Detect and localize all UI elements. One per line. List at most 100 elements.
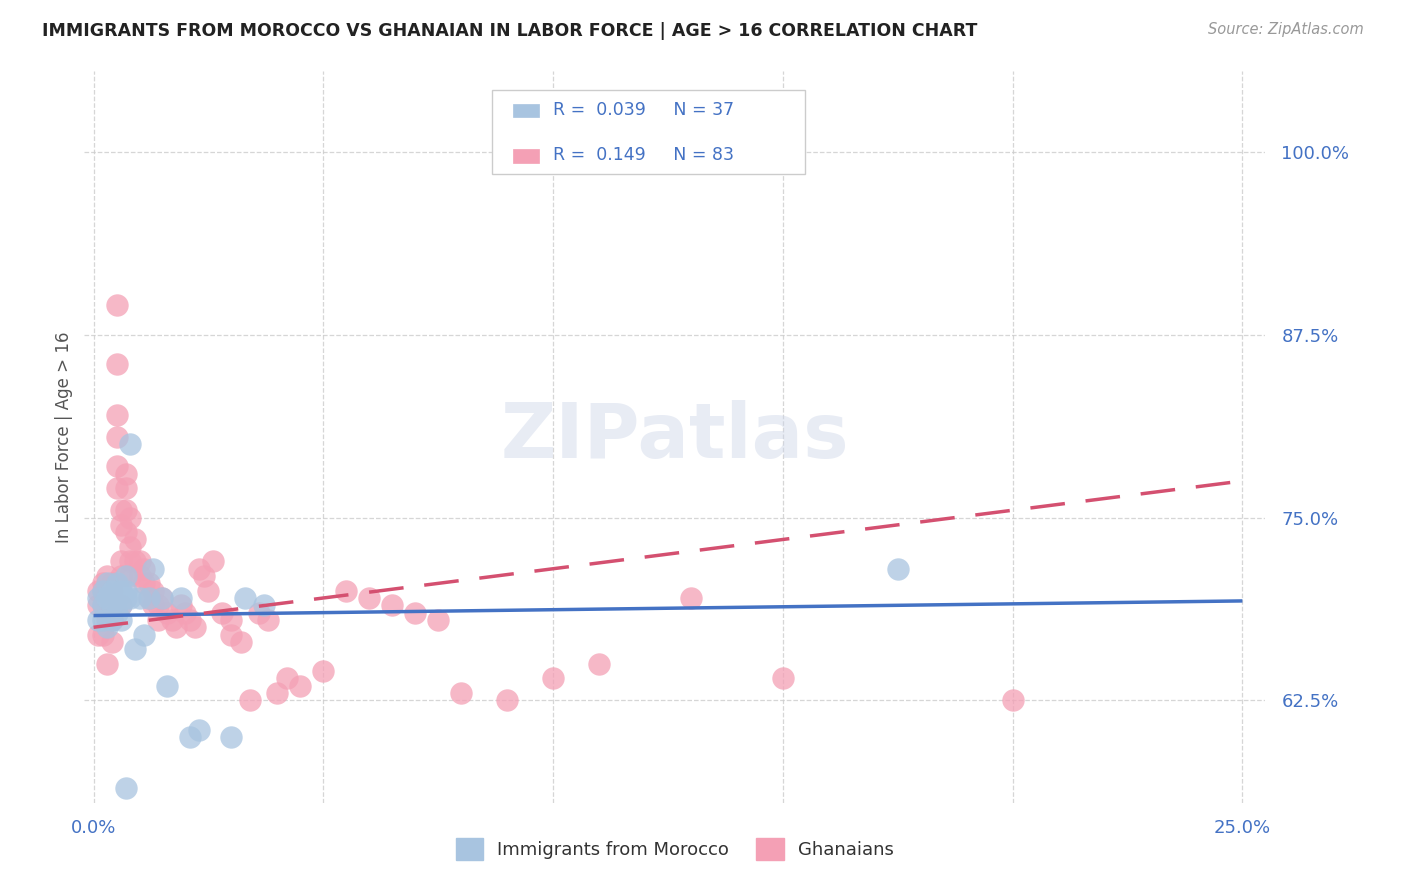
Point	[120, 437, 142, 451]
Point	[96, 591, 118, 605]
Point	[276, 672, 298, 686]
Point	[87, 599, 110, 613]
Point	[96, 657, 118, 671]
Point	[120, 591, 142, 605]
Point	[101, 613, 124, 627]
Point	[105, 459, 128, 474]
Point	[170, 591, 193, 605]
Point	[114, 781, 136, 796]
Point	[359, 591, 381, 605]
Point	[114, 591, 136, 605]
Point	[290, 679, 312, 693]
Point	[124, 554, 146, 568]
Y-axis label: In Labor Force | Age > 16: In Labor Force | Age > 16	[55, 331, 73, 543]
Point	[91, 599, 114, 613]
FancyBboxPatch shape	[513, 103, 538, 118]
Point	[146, 613, 169, 627]
Point	[114, 583, 136, 598]
Point	[120, 540, 142, 554]
Point	[91, 576, 114, 591]
Point	[114, 503, 136, 517]
Point	[87, 583, 110, 598]
Point	[188, 562, 211, 576]
Point	[96, 599, 118, 613]
Point	[193, 569, 215, 583]
Point	[221, 627, 243, 641]
Text: R =  0.149     N = 83: R = 0.149 N = 83	[553, 146, 734, 164]
Point	[96, 613, 118, 627]
Point	[96, 620, 118, 634]
Point	[105, 408, 128, 422]
Point	[221, 730, 243, 744]
Point	[101, 613, 124, 627]
Point	[96, 576, 118, 591]
Point	[120, 569, 142, 583]
Point	[101, 599, 124, 613]
Point	[91, 583, 114, 598]
Point	[105, 606, 128, 620]
Point	[183, 620, 205, 634]
Point	[101, 583, 124, 598]
Point	[496, 693, 519, 707]
Point	[132, 562, 155, 576]
Point	[128, 569, 150, 583]
Point	[266, 686, 288, 700]
Text: IMMIGRANTS FROM MOROCCO VS GHANAIAN IN LABOR FORCE | AGE > 16 CORRELATION CHART: IMMIGRANTS FROM MOROCCO VS GHANAIAN IN L…	[42, 22, 977, 40]
Point	[96, 569, 118, 583]
Point	[179, 730, 201, 744]
Point	[105, 357, 128, 371]
Point	[124, 642, 146, 657]
Point	[101, 576, 124, 591]
Point	[335, 583, 357, 598]
Point	[110, 583, 132, 598]
Point	[110, 569, 132, 583]
Point	[450, 686, 472, 700]
Point	[101, 635, 124, 649]
Point	[142, 583, 165, 598]
Point	[105, 430, 128, 444]
Point	[381, 599, 404, 613]
Point	[679, 591, 702, 605]
Point	[110, 517, 132, 532]
Point	[160, 613, 183, 627]
Point	[138, 591, 160, 605]
Point	[239, 693, 262, 707]
Point	[257, 613, 280, 627]
Point	[87, 627, 110, 641]
Point	[91, 583, 114, 598]
Point	[188, 723, 211, 737]
Point	[170, 599, 193, 613]
Point	[110, 599, 132, 613]
Point	[588, 657, 610, 671]
Point	[152, 591, 174, 605]
Point	[142, 562, 165, 576]
Legend: Immigrants from Morocco, Ghanaians: Immigrants from Morocco, Ghanaians	[449, 830, 901, 867]
Point	[197, 583, 219, 598]
FancyBboxPatch shape	[492, 90, 804, 174]
Text: Source: ZipAtlas.com: Source: ZipAtlas.com	[1208, 22, 1364, 37]
Point	[105, 591, 128, 605]
Point	[120, 554, 142, 568]
Point	[105, 576, 128, 591]
Point	[114, 525, 136, 540]
Point	[114, 569, 136, 583]
Point	[142, 599, 165, 613]
Point	[87, 591, 110, 605]
Point	[132, 576, 155, 591]
Point	[179, 613, 201, 627]
Point	[138, 576, 160, 591]
Point	[101, 599, 124, 613]
Point	[887, 562, 910, 576]
Point	[202, 554, 225, 568]
Point	[229, 635, 252, 649]
Point	[156, 679, 179, 693]
Point	[110, 599, 132, 613]
FancyBboxPatch shape	[513, 149, 538, 163]
Point	[772, 672, 794, 686]
Point	[211, 606, 233, 620]
Point	[165, 620, 187, 634]
Point	[404, 606, 426, 620]
Point	[252, 599, 274, 613]
Point	[124, 533, 146, 547]
Point	[152, 591, 174, 605]
